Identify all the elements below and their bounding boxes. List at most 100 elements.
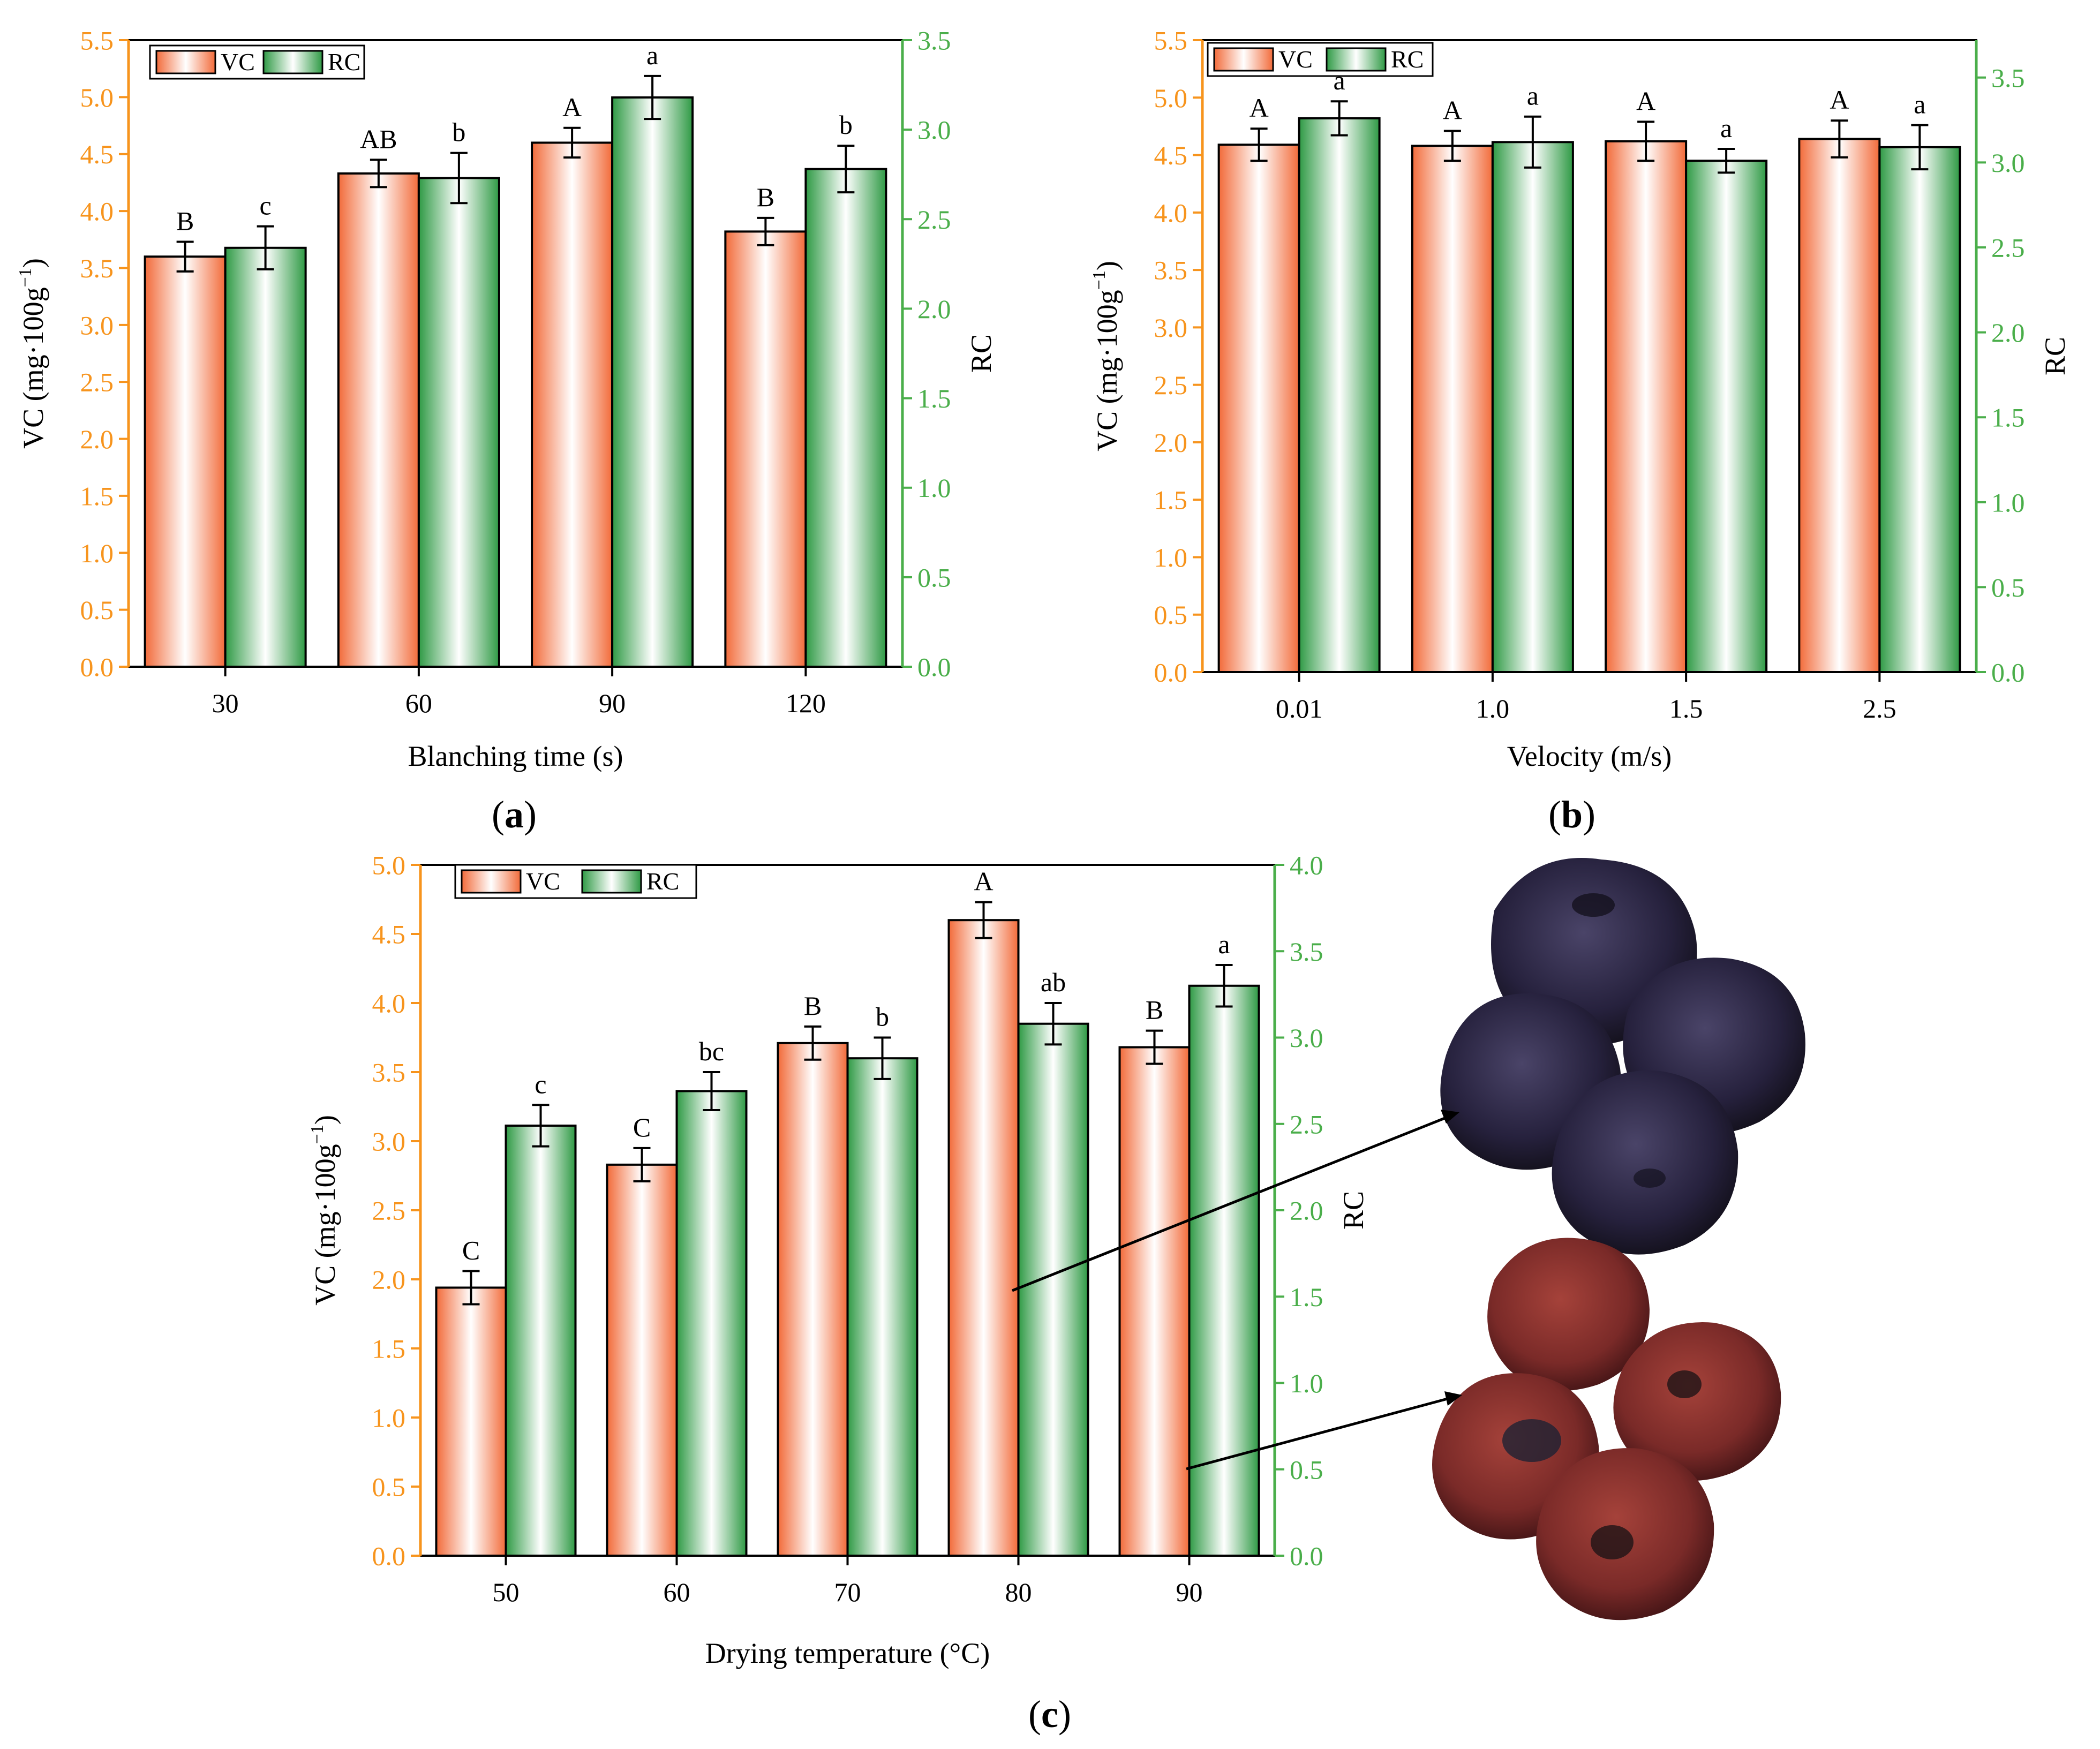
x-tick-label: 1.5	[1669, 693, 1703, 723]
x-tick-label: 120	[786, 688, 826, 718]
chart-panel-b: 0.0 0.5 1.0 1.5 2.0 2.5 3.0 3.5 4.0 4.5 5.0 5.5 0.0 0…	[1089, 26, 2071, 773]
left-axis-label: VC (mg·100g−1)	[307, 1115, 341, 1306]
right-tick-label: 3.5	[917, 26, 951, 56]
x-tick-label: 90	[1176, 1577, 1203, 1607]
left-tick-label: 1.0	[80, 538, 114, 568]
significance-letter: a	[1720, 113, 1732, 143]
left-tick-label: 0.0	[80, 652, 114, 682]
rc-bar	[804, 168, 887, 668]
x-tick-label: 60	[664, 1577, 690, 1607]
x-tick-label: 60	[405, 688, 432, 718]
left-axis-label-sup: −1	[16, 268, 35, 287]
left-tick-label: 2.0	[372, 1265, 406, 1295]
right-tick-label: 0.5	[1991, 572, 2025, 602]
arrow-head-lower	[1444, 1391, 1462, 1406]
significance-letter: B	[757, 182, 774, 212]
legend-swatch-rc	[1326, 47, 1387, 72]
left-tick-label: 5.5	[1154, 26, 1188, 56]
right-tick-label: 0.5	[1290, 1454, 1323, 1484]
left-axis-label-main: VC (mg·100g	[17, 287, 49, 448]
left-tick-label: 0.0	[372, 1541, 406, 1571]
legend-label-vc: VC	[1278, 46, 1313, 73]
left-tick-label: 1.0	[1154, 542, 1188, 572]
right-tick-label: 0.0	[1991, 658, 2025, 688]
significance-letter: A	[974, 866, 993, 896]
rc-bar	[505, 1124, 577, 1557]
rc-bar	[1017, 1022, 1089, 1557]
x-tick-label: 50	[493, 1577, 520, 1607]
significance-letter: a	[1914, 89, 1925, 119]
right-tick-label: 1.5	[1991, 403, 2025, 433]
left-tick-label: 3.0	[372, 1127, 406, 1157]
significance-letter: a	[1218, 929, 1230, 959]
legend-swatch-rc	[581, 869, 642, 894]
left-axis-label-end: )	[309, 1115, 341, 1125]
x-tick-label: 2.5	[1863, 693, 1896, 723]
left-tick-label: 1.5	[372, 1334, 406, 1364]
legend-label-rc: RC	[646, 868, 679, 895]
rc-bar	[1878, 146, 1961, 674]
significance-letter: c	[535, 1069, 546, 1099]
left-axis-label-main: VC (mg·100g	[309, 1144, 341, 1305]
right-tick-label: 0.0	[917, 652, 951, 682]
left-axis-label-end: )	[1091, 261, 1123, 270]
left-tick-label: 3.0	[1154, 313, 1188, 343]
left-tick-label: 0.5	[372, 1472, 406, 1502]
right-tick-label: 2.5	[1290, 1109, 1323, 1139]
left-axis-label: VC (mg·100g−1)	[16, 258, 49, 449]
dried-dark-purple-jujubes-photo	[1440, 858, 1805, 1255]
left-tick-label: 1.5	[1154, 485, 1188, 515]
left-tick-label: 2.5	[372, 1196, 406, 1226]
legend-label-rc: RC	[328, 48, 360, 76]
significance-letter: a	[646, 40, 658, 70]
significance-letter: c	[260, 191, 272, 221]
chart-panel-c: 0.0 0.5 1.0 1.5 2.0 2.5 3.0 3.5 4.0 4.5 5.0 0.0 0.5 1…	[307, 850, 1369, 1670]
panel-label-b: (b)	[1548, 793, 1595, 836]
left-tick-label: 3.5	[372, 1058, 406, 1088]
x-tick-label: 0.01	[1276, 693, 1323, 723]
right-tick-label: 2.0	[1991, 318, 2025, 348]
significance-letter: B	[176, 206, 194, 236]
vc-bar	[724, 230, 807, 668]
legend-swatch-rc	[262, 50, 323, 74]
vc-bar	[1118, 1046, 1191, 1557]
x-axis-label: Velocity (m/s)	[1507, 740, 1672, 772]
x-tick-label: 30	[212, 688, 239, 718]
left-axis-label-main: VC (mg·100g	[1091, 290, 1123, 451]
vc-bar	[1798, 138, 1881, 673]
rc-bar	[1685, 160, 1768, 674]
left-tick-label: 3.5	[1154, 255, 1188, 285]
right-tick-label: 1.5	[1290, 1282, 1323, 1312]
right-tick-label: 3.0	[1991, 148, 2025, 178]
vc-bar	[337, 172, 420, 668]
legend-label-rc: RC	[1391, 46, 1424, 73]
rc-bar	[1298, 117, 1381, 674]
significance-letter: b	[839, 110, 853, 140]
right-tick-label: 1.0	[917, 473, 951, 503]
vc-bar	[144, 255, 227, 668]
vc-bar	[947, 919, 1020, 1557]
arrow-head-upper	[1441, 1110, 1459, 1124]
x-tick-label: 90	[599, 688, 626, 718]
right-tick-label: 0.5	[917, 562, 951, 592]
significance-letter: A	[1830, 85, 1849, 115]
left-axis-label: VC (mg·100g−1)	[1089, 261, 1123, 451]
right-tick-label: 2.5	[1991, 232, 2025, 262]
left-tick-label: 2.5	[1154, 370, 1188, 400]
rc-bar	[846, 1057, 919, 1557]
chart-panel-a: 0.0 0.5 1.0 1.5 2.0 2.5 3.0 3.5 4.0 4.5 5.0 5.5 0.0 0…	[16, 26, 997, 773]
vc-bar	[435, 1286, 507, 1557]
significance-letter: a	[1527, 81, 1539, 111]
rc-bar	[611, 96, 694, 668]
x-axis-label: Blanching time (s)	[408, 740, 623, 772]
left-tick-label: 5.0	[372, 850, 406, 880]
rc-bar	[224, 246, 307, 668]
significance-letter: C	[462, 1235, 480, 1265]
left-tick-label: 4.0	[1154, 198, 1188, 228]
right-tick-label: 4.0	[1290, 850, 1323, 880]
left-tick-label: 4.0	[372, 989, 406, 1019]
legend-swatch-vc	[1213, 47, 1274, 72]
vc-bar	[606, 1163, 678, 1557]
left-tick-label: 5.5	[80, 26, 114, 56]
